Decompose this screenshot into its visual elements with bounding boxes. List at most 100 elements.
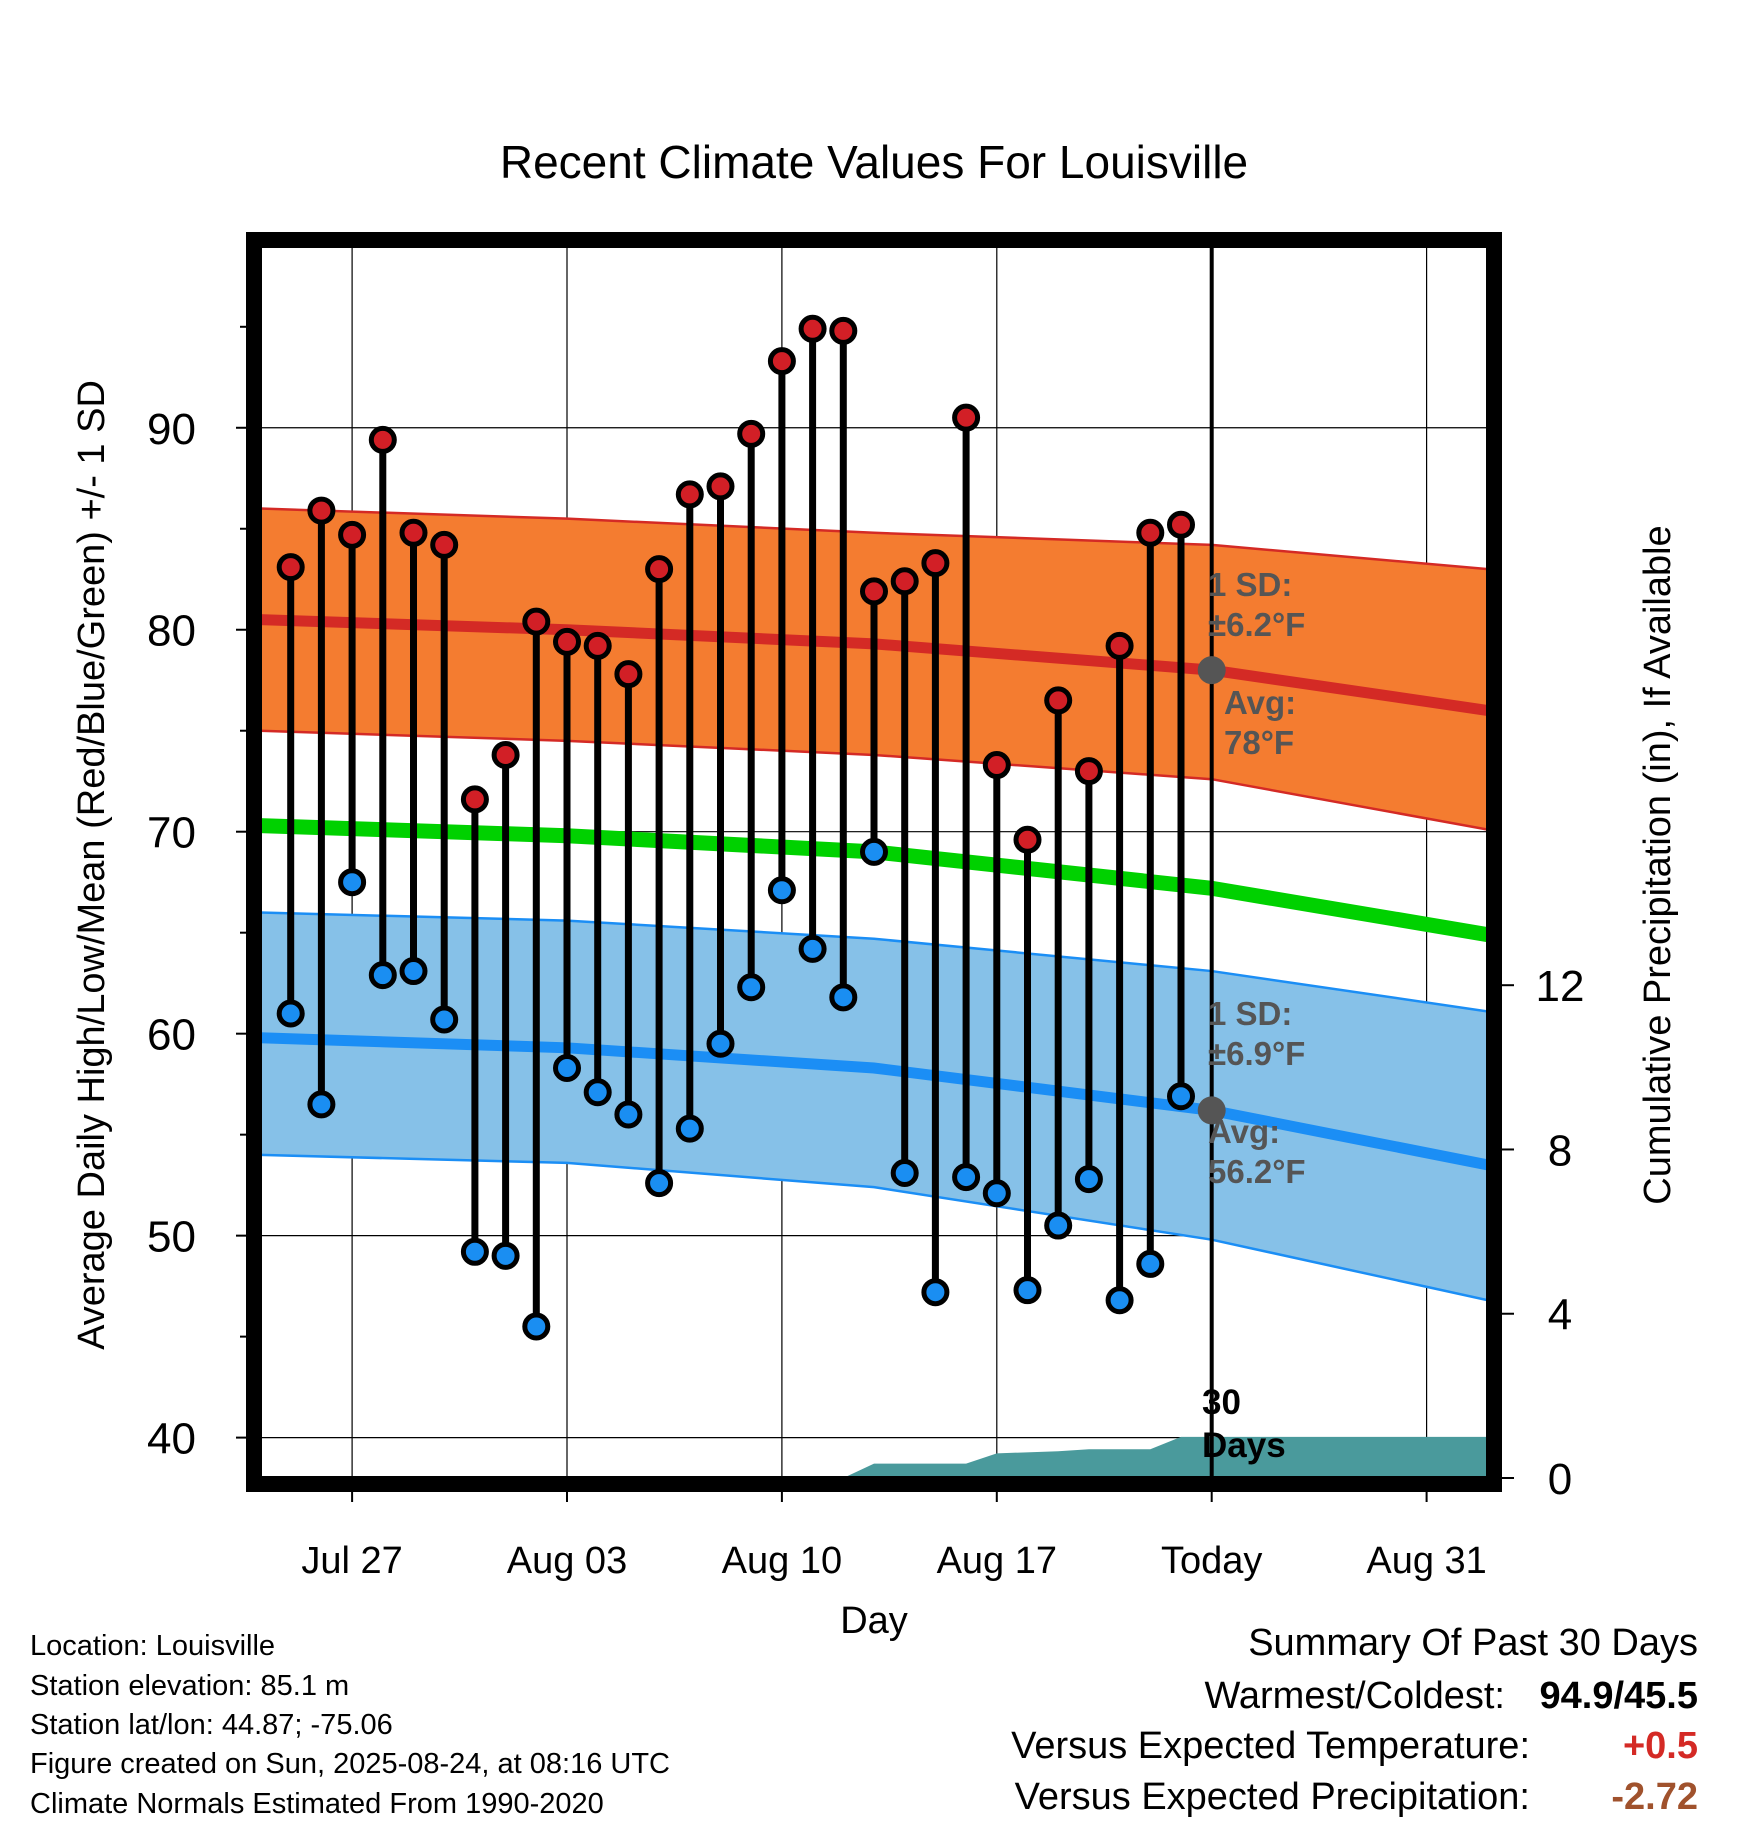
y-right-tick-label: 12	[1536, 962, 1585, 1011]
high-dot	[1136, 518, 1165, 547]
high-dot	[675, 480, 704, 509]
high-dot	[553, 627, 581, 656]
y-left-tick-label: 60	[147, 1011, 196, 1060]
low-dot	[982, 1179, 1011, 1208]
x-tick-label: Aug 31	[1366, 1540, 1486, 1582]
summary-title: Summary Of Past 30 Days	[1248, 1622, 1698, 1664]
summary-warm-cold-value: 94.9/45.5	[1539, 1675, 1698, 1717]
low-dot	[1074, 1165, 1103, 1194]
summary-temp: Versus Expected Temperature: +0.5	[1011, 1725, 1698, 1768]
precip-area	[843, 1436, 1488, 1478]
high-dot	[522, 607, 551, 636]
high-dot	[491, 740, 520, 769]
high-avg-label: Avg:	[1224, 684, 1296, 721]
y-axis-right-label: Cumulative Precipitation (in), If Availa…	[1637, 525, 1679, 1204]
summary-precip-label: Versus Expected Precipitation:	[1014, 1776, 1530, 1818]
low-sd-band-lower-edge	[260, 1153, 1488, 1302]
x-tick-label: Aug 03	[507, 1540, 627, 1582]
low-dot	[921, 1278, 950, 1307]
low-dot	[737, 973, 766, 1002]
low-dot	[614, 1100, 643, 1129]
info-latlon: Station lat/lon: 44.87; -75.06	[30, 1709, 393, 1741]
chart-title: Recent Climate Values For Louisville	[500, 136, 1248, 188]
y-right-tick-label: 8	[1548, 1126, 1572, 1175]
low-dot	[460, 1237, 489, 1266]
high-dot	[307, 496, 336, 525]
low-sd-band-upper-edge	[260, 911, 1488, 1013]
low-normal-line	[260, 1032, 1488, 1171]
low-dot	[706, 1029, 735, 1058]
summary-precip-value: -2.72	[1611, 1776, 1698, 1818]
low-dot	[522, 1312, 551, 1341]
high-sd-value: ±6.2°F	[1208, 606, 1305, 643]
high-dot	[645, 555, 674, 584]
high-dot	[860, 577, 888, 606]
plot-frame	[246, 232, 1502, 1492]
high-dot	[952, 403, 981, 432]
y-left-tick-label: 80	[147, 607, 196, 656]
x-tick-label: Aug 17	[937, 1540, 1057, 1582]
y-left-tick-label: 40	[147, 1415, 196, 1464]
summary-precip: Versus Expected Precipitation: -2.72	[1015, 1776, 1698, 1819]
summary-temp-label: Versus Expected Temperature:	[1011, 1725, 1530, 1767]
high-dot	[982, 751, 1011, 780]
low-dot	[645, 1169, 674, 1198]
x-tick-label: Today	[1161, 1540, 1262, 1582]
low-dot	[890, 1159, 919, 1188]
high-dot	[1105, 631, 1134, 660]
low-dot	[952, 1163, 981, 1192]
high-dot	[583, 631, 612, 660]
high-dot	[460, 785, 489, 814]
info-normals: Climate Normals Estimated From 1990-2020	[30, 1788, 604, 1820]
high-dot	[399, 518, 428, 547]
high-dot	[829, 316, 858, 345]
low-dot	[399, 957, 428, 986]
low-dot	[767, 876, 796, 905]
high-sd-label: 1 SD:	[1208, 566, 1292, 603]
high-dot	[921, 549, 950, 578]
high-avg-marker	[1197, 656, 1226, 685]
low-dot	[1167, 1082, 1195, 1111]
high-dot	[890, 567, 919, 596]
low-dot	[1013, 1276, 1042, 1305]
low-dot	[338, 868, 367, 897]
high-sd-band-upper-edge	[260, 507, 1488, 571]
low-sd-label: 1 SD:	[1208, 995, 1292, 1032]
high-dot	[1167, 510, 1195, 539]
low-sd-value: ±6.9°F	[1208, 1035, 1305, 1072]
summary-warm-cold: Warmest/Coldest: 94.9/45.5	[1204, 1675, 1698, 1718]
summary-temp-value: +0.5	[1622, 1725, 1698, 1767]
y-axis-left-label: Average Daily High/Low/Mean (Red/Blue/Gr…	[71, 380, 113, 1350]
low-dot	[1136, 1249, 1165, 1278]
high-dot	[798, 314, 827, 343]
high-avg-value: 78°F	[1224, 724, 1294, 761]
low-dot	[1105, 1286, 1134, 1315]
low-avg-marker	[1197, 1096, 1226, 1125]
info-elevation: Station elevation: 85.1 m	[30, 1670, 350, 1702]
high-dot	[1044, 686, 1073, 715]
low-avg-label: Avg:	[1208, 1113, 1280, 1150]
low-dot	[276, 999, 305, 1028]
high-dot	[737, 419, 766, 448]
low-dot	[307, 1090, 336, 1119]
info-created: Figure created on Sun, 2025-08-24, at 08…	[30, 1748, 670, 1780]
window-days-value: 30	[1202, 1383, 1241, 1422]
low-dot	[583, 1078, 612, 1107]
y-right-tick-label: 0	[1548, 1455, 1572, 1504]
low-dot	[1044, 1211, 1073, 1240]
window-days-unit: Days	[1202, 1426, 1286, 1465]
y-left-tick-label: 50	[147, 1213, 196, 1262]
high-dot	[368, 425, 397, 454]
low-dot	[430, 1005, 459, 1034]
low-dot	[860, 837, 888, 866]
high-dot	[767, 347, 796, 376]
high-dot	[338, 520, 367, 549]
x-tick-label: Jul 27	[301, 1540, 402, 1582]
y-left-tick-label: 90	[147, 405, 196, 454]
x-tick-label: Aug 10	[722, 1540, 842, 1582]
low-dot	[491, 1241, 520, 1270]
low-avg-value: 56.2°F	[1208, 1153, 1306, 1190]
low-dot	[675, 1114, 704, 1143]
